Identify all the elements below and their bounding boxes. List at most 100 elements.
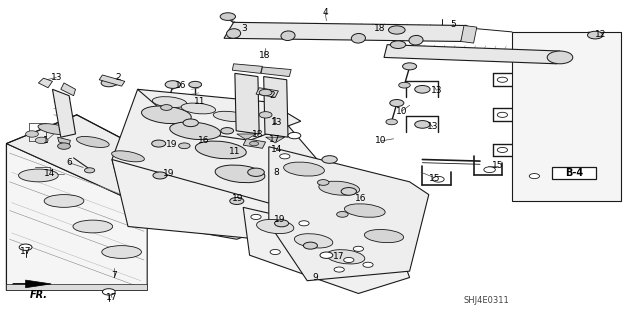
Polygon shape [112, 160, 333, 246]
Polygon shape [264, 77, 288, 137]
Polygon shape [58, 137, 70, 145]
Ellipse shape [102, 246, 141, 258]
Text: SHJ4E0311: SHJ4E0311 [463, 296, 509, 305]
Text: 18: 18 [252, 130, 264, 139]
Ellipse shape [227, 29, 241, 38]
Circle shape [497, 147, 508, 152]
Circle shape [270, 249, 280, 255]
Ellipse shape [181, 103, 216, 114]
Circle shape [19, 244, 32, 250]
Text: 3: 3 [242, 24, 247, 33]
Circle shape [101, 79, 116, 87]
Polygon shape [237, 134, 256, 140]
Circle shape [275, 220, 289, 227]
Ellipse shape [215, 165, 265, 183]
Text: 11: 11 [229, 147, 241, 156]
Text: 17: 17 [333, 252, 345, 261]
Circle shape [322, 156, 337, 163]
Text: 16: 16 [175, 81, 186, 90]
Ellipse shape [195, 141, 246, 159]
Circle shape [251, 214, 261, 219]
Polygon shape [112, 89, 320, 239]
Text: 19: 19 [163, 169, 174, 178]
Polygon shape [26, 280, 51, 288]
Text: 17: 17 [106, 293, 118, 302]
Text: 1: 1 [44, 137, 49, 145]
Circle shape [497, 112, 508, 117]
Circle shape [58, 143, 70, 149]
FancyBboxPatch shape [552, 167, 596, 179]
Polygon shape [6, 144, 147, 290]
Text: 1: 1 [273, 117, 278, 126]
Text: 13: 13 [271, 118, 282, 127]
Ellipse shape [19, 169, 58, 182]
Polygon shape [99, 75, 125, 86]
Circle shape [179, 143, 190, 149]
Text: 6: 6 [67, 158, 72, 167]
Text: 13: 13 [51, 73, 62, 82]
Text: 2: 2 [269, 91, 275, 100]
Circle shape [484, 167, 495, 173]
Ellipse shape [351, 33, 365, 43]
Text: 16: 16 [355, 194, 366, 203]
Text: 18: 18 [374, 24, 385, 33]
Text: 9: 9 [312, 273, 317, 282]
Circle shape [415, 121, 430, 128]
Polygon shape [235, 73, 259, 134]
Circle shape [299, 221, 309, 226]
Circle shape [288, 132, 301, 139]
Circle shape [84, 168, 95, 173]
Circle shape [344, 257, 354, 263]
Ellipse shape [141, 106, 191, 124]
Circle shape [320, 252, 333, 258]
Circle shape [547, 51, 573, 64]
Ellipse shape [281, 31, 295, 41]
Circle shape [230, 197, 244, 204]
Circle shape [220, 13, 236, 20]
Circle shape [153, 172, 167, 179]
Circle shape [221, 128, 234, 134]
Text: 13: 13 [431, 86, 442, 95]
Circle shape [303, 242, 317, 249]
Ellipse shape [76, 137, 109, 147]
Polygon shape [384, 45, 560, 64]
Polygon shape [6, 284, 147, 290]
Polygon shape [224, 22, 467, 41]
Polygon shape [512, 32, 621, 201]
Circle shape [250, 141, 259, 146]
Text: 11: 11 [194, 97, 205, 106]
Text: 17: 17 [269, 135, 281, 144]
Text: 16: 16 [198, 137, 209, 145]
Text: 14: 14 [44, 169, 56, 178]
Text: 12: 12 [595, 30, 606, 39]
Polygon shape [243, 139, 266, 148]
Text: 19: 19 [232, 194, 244, 203]
Circle shape [341, 188, 356, 195]
Ellipse shape [44, 195, 84, 207]
Ellipse shape [73, 220, 113, 233]
Ellipse shape [152, 97, 187, 108]
Circle shape [390, 41, 406, 48]
Text: 5: 5 [451, 20, 456, 29]
Circle shape [280, 154, 290, 159]
Circle shape [399, 82, 410, 88]
Text: B-4: B-4 [565, 168, 583, 178]
Circle shape [317, 180, 329, 185]
Ellipse shape [111, 151, 145, 162]
Text: 4: 4 [323, 8, 328, 17]
Text: 2: 2 [116, 73, 121, 82]
Ellipse shape [344, 204, 385, 217]
Text: FR.: FR. [29, 290, 47, 300]
Text: 15: 15 [429, 174, 441, 182]
Circle shape [26, 131, 38, 137]
Circle shape [248, 168, 264, 176]
Polygon shape [461, 26, 477, 43]
Circle shape [189, 81, 202, 88]
Text: 10: 10 [375, 137, 387, 145]
Circle shape [433, 176, 444, 182]
Ellipse shape [326, 250, 365, 264]
Circle shape [529, 174, 540, 179]
Ellipse shape [170, 122, 221, 140]
Circle shape [102, 289, 115, 295]
Text: 18: 18 [259, 51, 270, 60]
